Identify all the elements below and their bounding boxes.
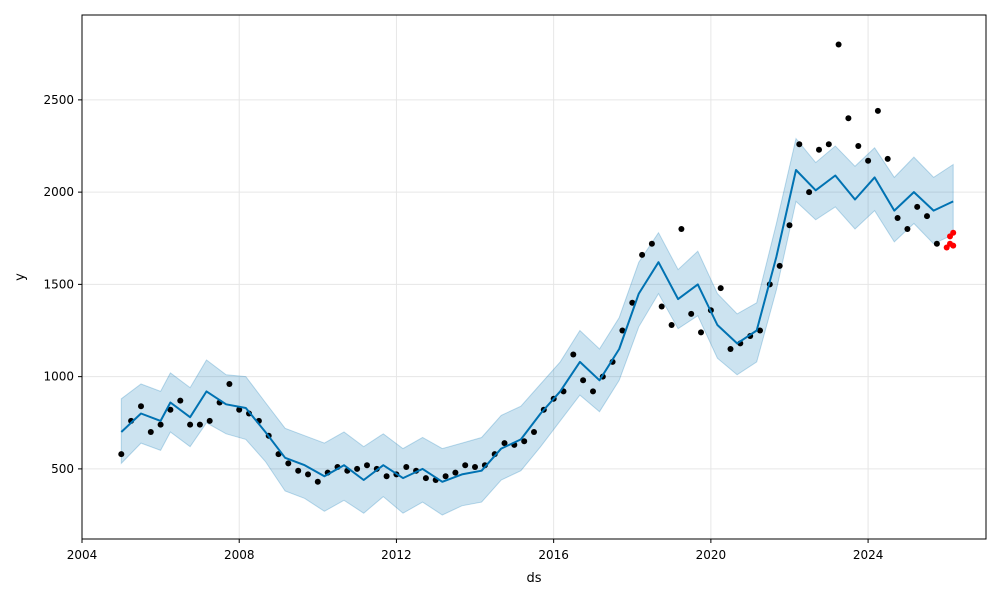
observed-point [531,429,537,435]
observed-point [403,464,410,470]
observed-point [157,421,164,428]
y-tick-label: 500 [51,462,74,476]
observed-point [678,226,685,232]
observed-point [855,143,862,149]
test-point [950,229,957,236]
observed-point [786,222,793,229]
observed-point [354,465,361,472]
observed-point [796,141,803,148]
observed-point [147,429,154,435]
observed-point [236,406,243,413]
observed-point [924,213,930,220]
observed-point [757,327,763,334]
observed-point [364,462,370,469]
forecast-line-layer [120,169,954,483]
observed-point [501,440,508,447]
observed-point [914,203,921,210]
y-axis: 500 1000 1500 2000 2500 [43,93,82,476]
x-tick-label: 2012 [381,548,412,562]
observed-point [590,388,596,395]
observed-point [806,189,813,196]
observed-point [894,215,901,221]
observed-point [138,403,144,410]
x-tick-label: 2004 [67,548,98,562]
observed-point [835,41,842,48]
x-axis-label: ds [526,571,541,586]
observed-point [521,438,528,445]
forecast-line [120,169,954,483]
observed-point [825,141,832,148]
y-axis-label: y [13,273,28,281]
x-tick-label: 2008 [224,548,255,562]
observed-points-layer [118,41,940,485]
y-tick-label: 2500 [43,93,74,107]
observed-point [285,460,292,467]
observed-point [383,473,390,480]
observed-point [226,381,233,387]
y-tick-label: 2000 [43,185,74,199]
grid [81,15,986,539]
observed-point [639,251,646,258]
observed-point [816,146,822,153]
observed-point [648,240,655,247]
y-tick-label: 1500 [43,277,74,291]
observed-point [118,451,125,458]
observed-point [668,322,675,328]
plot-area-frame [81,14,987,540]
observed-point [167,406,174,413]
x-tick-label: 2024 [853,548,884,562]
observed-point [629,299,636,306]
test-point [950,242,957,249]
observed-point [472,464,478,470]
observed-point [187,421,194,428]
observed-point [295,467,302,474]
y-tick-label: 1000 [43,370,74,384]
observed-point [305,471,311,478]
observed-point [314,478,321,485]
observed-point [452,469,459,476]
observed-point [865,157,872,164]
observed-point [580,377,587,384]
observed-point [462,462,469,469]
x-axis: 2004 2008 2012 2016 2020 2024 [67,539,884,562]
observed-point [688,310,695,317]
observed-point [619,327,626,334]
observed-point [727,346,734,352]
observed-point [422,475,429,482]
observed-point [717,285,724,292]
observed-point [874,107,881,114]
observed-point [658,303,665,310]
observed-point [904,226,911,232]
observed-point [206,417,213,424]
observed-point [884,155,891,162]
observed-point [570,351,577,358]
observed-point [442,473,449,480]
test-points-layer [943,229,957,251]
x-tick-label: 2020 [696,548,727,562]
x-tick-label: 2016 [538,548,569,562]
observed-point [776,262,783,269]
observed-point [933,240,940,247]
observed-point [698,329,704,336]
observed-point [196,421,203,428]
observed-point [845,115,852,122]
observed-point [177,397,184,404]
